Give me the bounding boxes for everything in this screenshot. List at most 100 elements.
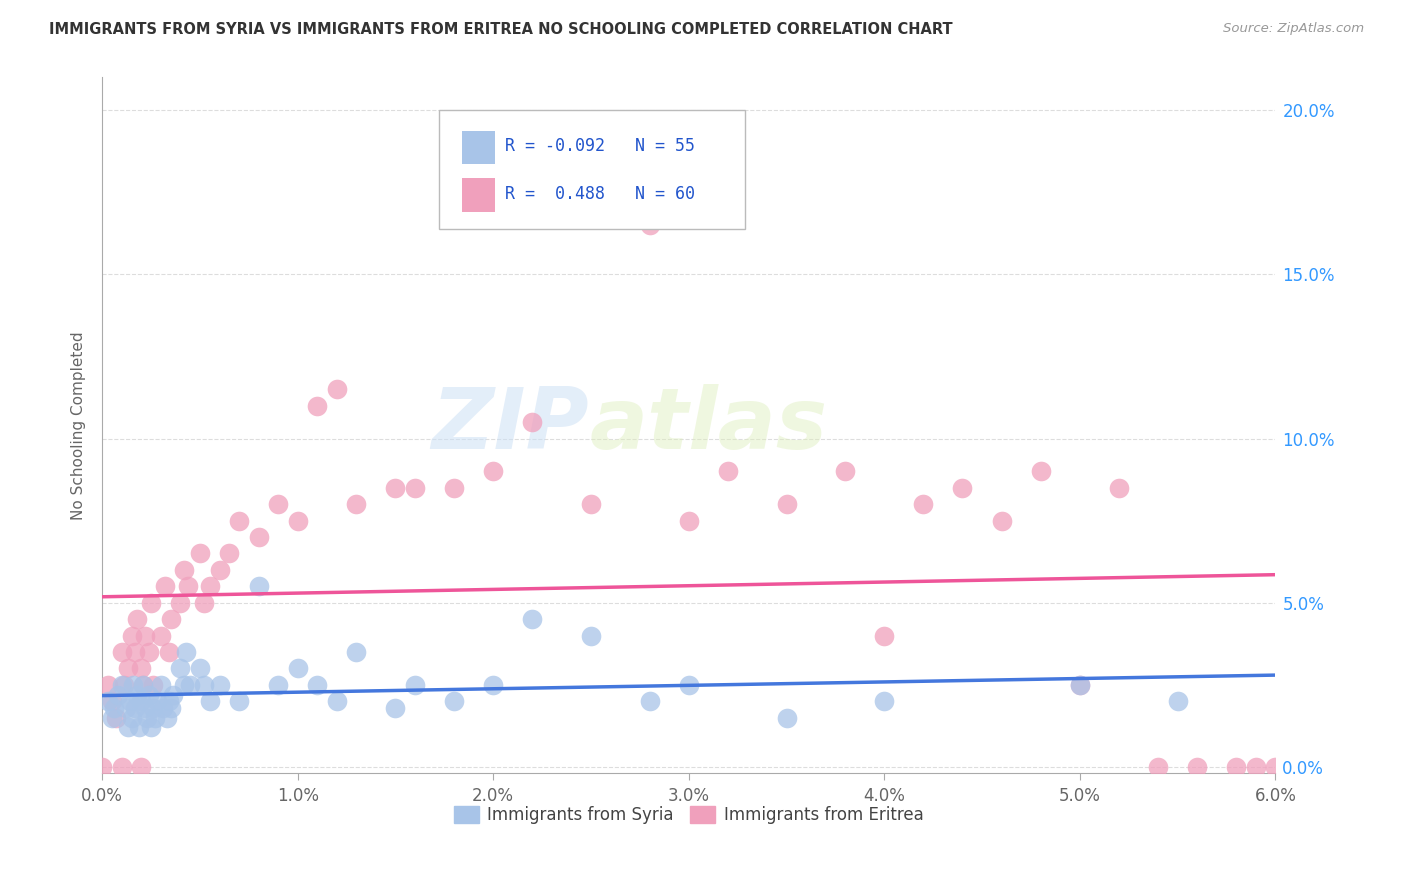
Point: [267, 678, 290, 692]
Point: [121, 628, 143, 642]
Point: [198, 579, 221, 593]
Point: [326, 382, 349, 396]
Point: [1029, 464, 1052, 478]
Point: [1185, 760, 1208, 774]
Point: [111, 645, 134, 659]
Point: [162, 688, 184, 702]
Text: atlas: atlas: [589, 384, 827, 467]
Point: [579, 628, 602, 642]
Point: [159, 612, 181, 626]
Point: [384, 700, 406, 714]
Point: [174, 645, 197, 659]
Point: [121, 711, 143, 725]
Point: [218, 546, 240, 560]
Point: [228, 694, 250, 708]
Point: [149, 628, 172, 642]
Point: [873, 694, 896, 708]
Point: [990, 514, 1012, 528]
Point: [159, 700, 181, 714]
Point: [198, 694, 221, 708]
Point: [112, 678, 135, 692]
Point: [247, 530, 270, 544]
Point: [134, 700, 156, 714]
Point: [208, 678, 231, 692]
Bar: [463, 131, 495, 164]
Bar: [463, 178, 495, 212]
Point: [136, 711, 159, 725]
Point: [97, 694, 120, 708]
Point: [152, 700, 174, 714]
Point: [443, 694, 465, 708]
Point: [873, 628, 896, 642]
Point: [132, 678, 155, 692]
Point: [522, 612, 544, 626]
Point: [124, 645, 146, 659]
Point: [156, 711, 179, 725]
Point: [384, 481, 406, 495]
Point: [443, 481, 465, 495]
Point: [638, 218, 661, 232]
Point: [104, 711, 127, 725]
Point: [404, 678, 426, 692]
Point: [193, 596, 215, 610]
Point: [188, 546, 211, 560]
Point: [131, 760, 153, 774]
Point: [177, 579, 200, 593]
Point: [117, 721, 139, 735]
Point: [138, 645, 160, 659]
Point: [775, 497, 797, 511]
Point: [111, 678, 134, 692]
Point: [717, 464, 740, 478]
Point: [579, 497, 602, 511]
Point: [157, 645, 180, 659]
Point: [638, 694, 661, 708]
Point: [157, 694, 180, 708]
Point: [149, 678, 172, 692]
Point: [124, 700, 146, 714]
Point: [344, 645, 367, 659]
Point: [287, 514, 309, 528]
Point: [131, 694, 153, 708]
Point: [134, 628, 156, 642]
Point: [91, 760, 114, 774]
Point: [132, 678, 155, 692]
Point: [139, 721, 162, 735]
Point: [169, 596, 191, 610]
Point: [1069, 678, 1091, 692]
Point: [107, 688, 129, 702]
Point: [522, 415, 544, 429]
Point: [834, 464, 856, 478]
Point: [131, 661, 153, 675]
Point: [952, 481, 974, 495]
Point: [775, 711, 797, 725]
Point: [228, 514, 250, 528]
Point: [139, 596, 162, 610]
Text: R =  0.488   N = 60: R = 0.488 N = 60: [505, 185, 695, 202]
Point: [127, 688, 149, 702]
Point: [1069, 678, 1091, 692]
Point: [179, 678, 201, 692]
Point: [344, 497, 367, 511]
Point: [247, 579, 270, 593]
Point: [173, 678, 195, 692]
Point: [143, 711, 166, 725]
FancyBboxPatch shape: [439, 110, 745, 229]
Legend: Immigrants from Syria, Immigrants from Eritrea: Immigrants from Syria, Immigrants from E…: [454, 806, 924, 824]
Point: [1167, 694, 1189, 708]
Point: [169, 661, 191, 675]
Point: [1147, 760, 1170, 774]
Point: [101, 711, 124, 725]
Point: [678, 514, 700, 528]
Point: [678, 678, 700, 692]
Point: [287, 661, 309, 675]
Point: [153, 579, 176, 593]
Point: [1108, 481, 1130, 495]
Text: IMMIGRANTS FROM SYRIA VS IMMIGRANTS FROM ERITREA NO SCHOOLING COMPLETED CORRELAT: IMMIGRANTS FROM SYRIA VS IMMIGRANTS FROM…: [49, 22, 953, 37]
Point: [482, 464, 505, 478]
Point: [307, 678, 329, 692]
Point: [117, 661, 139, 675]
Text: R = -0.092   N = 55: R = -0.092 N = 55: [505, 137, 695, 155]
Point: [267, 497, 290, 511]
Text: ZIP: ZIP: [432, 384, 589, 467]
Point: [142, 678, 165, 692]
